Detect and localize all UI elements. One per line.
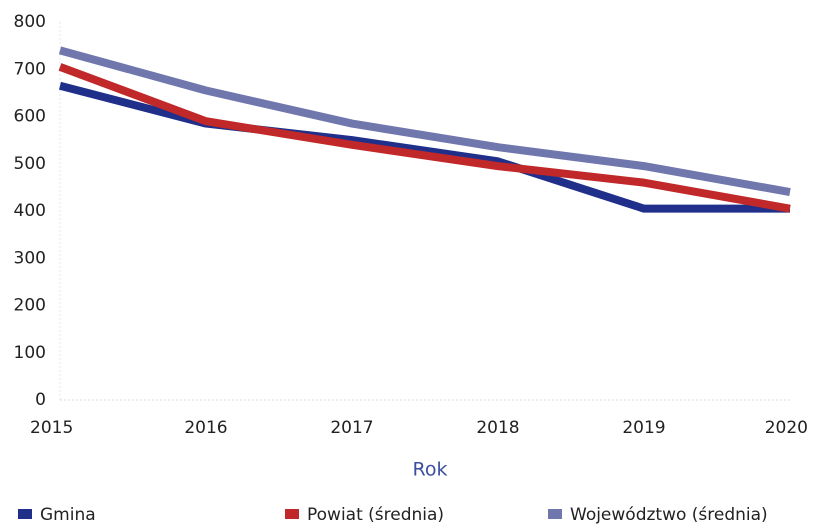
- y-tick-label: 400: [14, 201, 46, 221]
- x-tick-label: 2015: [30, 418, 73, 438]
- x-tick-label: 2020: [765, 418, 808, 438]
- x-tick-label: 2018: [476, 418, 519, 438]
- x-tick-label: 2016: [184, 418, 227, 438]
- legend-swatch: [285, 509, 299, 519]
- y-tick-label: 500: [14, 154, 46, 174]
- x-axis-title: Rok: [413, 459, 448, 481]
- y-tick-label: 800: [14, 12, 46, 32]
- series-line: [58, 63, 791, 213]
- series-line: [58, 81, 790, 213]
- legend-swatch: [18, 509, 32, 519]
- y-tick-label: 700: [14, 59, 46, 79]
- legend-label: Województwo (średnia): [570, 505, 768, 525]
- y-tick-label: 300: [14, 248, 46, 268]
- series-line: [58, 46, 791, 197]
- y-tick-label: 0: [35, 390, 46, 410]
- legend-label: Powiat (średnia): [307, 505, 444, 525]
- y-tick-label: 600: [14, 107, 46, 127]
- x-tick-label: 2019: [622, 418, 665, 438]
- legend-label: Gmina: [40, 505, 96, 525]
- x-tick-label: 2017: [330, 418, 373, 438]
- y-tick-label: 100: [14, 343, 46, 363]
- legend-swatch: [548, 509, 562, 519]
- y-tick-label: 200: [14, 296, 46, 316]
